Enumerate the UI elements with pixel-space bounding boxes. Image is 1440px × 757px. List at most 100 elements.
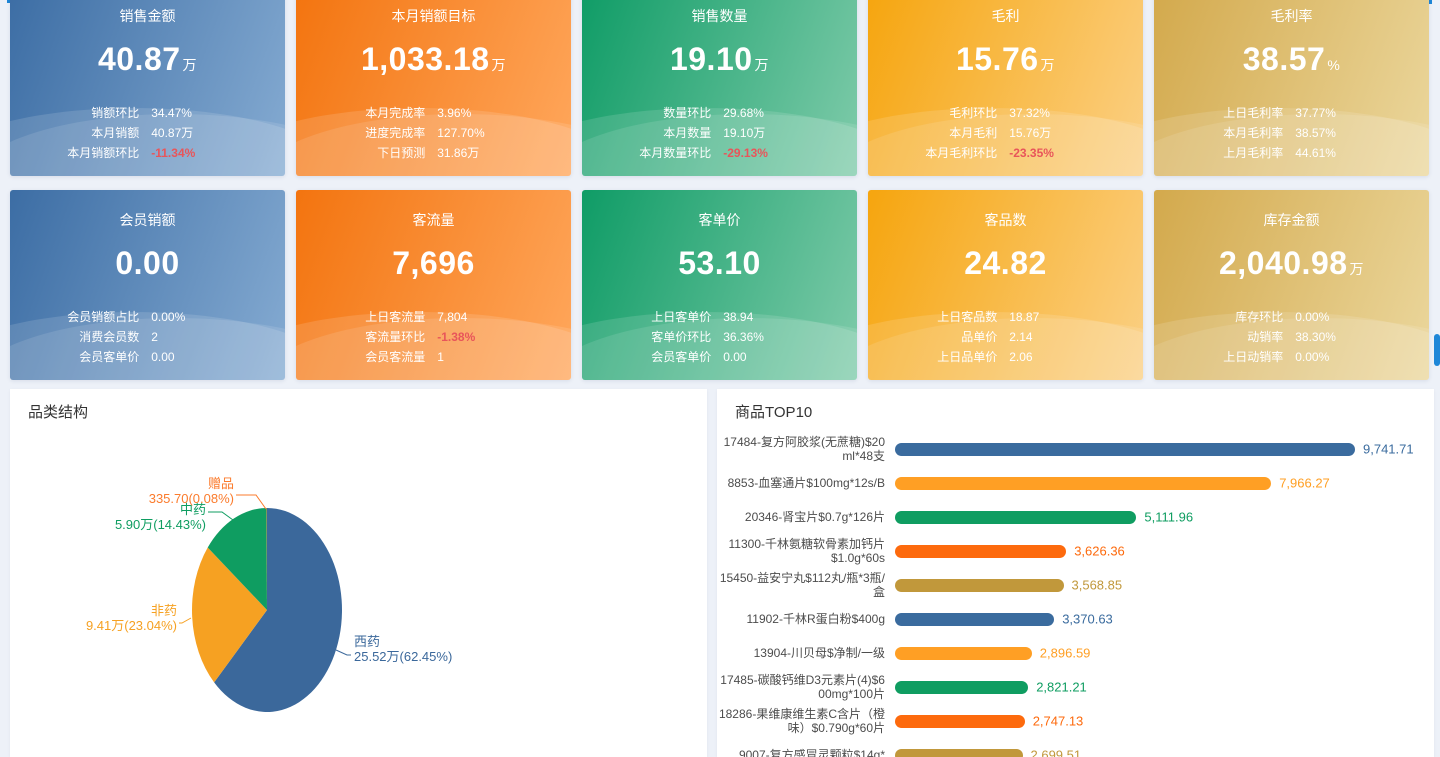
kpi-card-title: 客流量 [412,212,455,228]
kpi-detail-value: 31.86万 [437,146,480,160]
kpi-detail-label: 上日客流量 [365,310,426,324]
bar-4[interactable] [895,544,1067,558]
kpi-detail-value: 37.32% [1009,106,1050,120]
kpi-value-number: 1,033.18 [360,41,490,77]
kpi-card-details: 上日客品数 18.87 品单价 2.14 上日品单价 2.06 [868,307,1143,367]
kpi-detail-label: 上日动销率 [1223,350,1284,364]
kpi-card-value: 7,696 [296,245,571,282]
kpi-detail-row: 动销率 38.30% [1154,327,1429,347]
kpi-card[interactable]: 销售金额 40.87 万销额环比 34.47% 本月销额 40.87万 本月销额环比 -11.… [10,0,285,176]
kpi-detail-label: 会员客单价 [651,350,712,364]
kpi-detail-row: 品单价 2.14 [868,327,1143,347]
kpi-detail-row: 客流量环比 -1.38% [296,327,571,347]
kpi-value-number: 19.10 [669,41,753,77]
kpi-detail-value: 2 [151,330,158,344]
kpi-card[interactable]: 库存金额 2,040.98 万库存环比 0.00% 动销率 38.30% 上日动销率 0.00… [1154,190,1429,380]
kpi-card-title: 毛利率 [1270,8,1313,24]
top10-products-panel: 商品TOP10 17484-复方阿胶浆(无蔗糖)$20ml*48支 9,741.7… [717,389,1434,757]
kpi-detail-value: 44.61% [1295,146,1336,160]
kpi-detail-label: 本月数量 [663,126,712,140]
bar-5[interactable] [895,578,1064,592]
kpi-card[interactable]: 毛利 15.76 万毛利环比 37.32% 本月毛利 15.76万 本月毛利环比 -23.35… [868,0,1143,176]
kpi-detail-label: 本月销额 [91,126,140,140]
kpi-card[interactable]: 本月销额目标 1,033.18 万本月完成率 3.96% 进度完成率 127.70% 下日预… [296,0,571,176]
kpi-detail-row: 本月毛利环比 -23.35% [868,143,1143,163]
bar-row: 17485-碳酸钙维D3元素片(4)$600mg*100片 2,821.21 [717,670,1434,704]
kpi-detail-row: 本月数量 19.10万 [582,123,857,143]
kpi-card[interactable]: 毛利率 38.57% 上日毛利率 37.77% 本月毛利率 38.57% 上月毛利率 44.6… [1154,0,1429,176]
kpi-card-value: 1,033.18 万 [296,41,571,78]
pie-slice-3[interactable] [207,508,267,610]
kpi-detail-row: 本月数量环比 -29.13% [582,143,857,163]
kpi-detail-row: 本月毛利 15.76万 [868,123,1143,143]
bar-3[interactable] [895,510,1137,524]
bar-row: 15450-益安宁丸$112丸/瓶*3瓶/盒 3,568.85 [717,568,1434,602]
kpi-card-details: 库存环比 0.00% 动销率 38.30% 上日动销率 0.00% [1154,307,1429,367]
kpi-card-details: 会员销额占比 0.00% 消费会员数 2 会员客单价 0.00 [10,307,285,367]
kpi-card-title: 客品数 [984,212,1027,228]
kpi-value-unit: 万 [1349,261,1365,277]
kpi-card[interactable]: 销售数量 19.10 万数量环比 29.68% 本月数量 19.10万 本月数量环比 -29.… [582,0,857,176]
pie-label-line [236,494,267,510]
pie-label-line [208,511,234,521]
kpi-detail-row: 上日品单价 2.06 [868,347,1143,367]
bar-2[interactable] [895,476,1272,490]
kpi-card[interactable]: 会员销额 0.00 会员销额占比 0.00% 消费会员数 2 会员客单价 0.00 [10,190,285,380]
kpi-value-number: 2,040.98 [1218,245,1348,281]
kpi-detail-label: 本月毛利环比 [925,146,998,160]
kpi-card[interactable]: 客流量 7,696 上日客流量 7,804 客流量环比 -1.38% 会员客流量 1 [296,190,571,380]
kpi-detail-row: 消费会员数 2 [10,327,285,347]
kpi-card-value: 2,040.98 万 [1154,245,1429,282]
kpi-detail-value: 2.14 [1009,330,1033,344]
bar-value-label: 3,568.85 [1071,577,1123,593]
kpi-value-number: 40.87 [97,41,181,77]
kpi-detail-value: 38.57% [1295,126,1336,140]
kpi-detail-row: 本月完成率 3.96% [296,103,571,123]
kpi-card-value: 19.10 万 [582,41,857,78]
kpi-card[interactable]: 客品数 24.82 上日客品数 18.87 品单价 2.14 上日品单价 2.06 [868,190,1143,380]
kpi-detail-label: 会员销额占比 [67,310,140,324]
kpi-detail-row: 上日毛利率 37.77% [1154,103,1429,123]
bar-category-label: 18286-果维康维生素C含片（橙味）$0.790g*60片 [718,707,885,735]
kpi-detail-value: 38.94 [723,310,754,324]
kpi-detail-row: 进度完成率 127.70% [296,123,571,143]
bar-6[interactable] [895,612,1055,626]
bar-category-label: 11902-千林R蛋白粉$400g [746,612,885,626]
vertical-scrollbar-thumb[interactable] [1434,334,1440,366]
kpi-detail-value: 0.00% [151,310,186,324]
bar-value-label: 7,966.27 [1279,475,1330,491]
bar-9[interactable] [895,714,1025,728]
kpi-detail-label: 客流量环比 [365,330,426,344]
kpi-card-title: 销售金额 [119,8,176,24]
pie-slice-1[interactable] [214,508,342,712]
pie-label: 335.70(0.08%) [149,491,234,506]
kpi-card-title: 客单价 [698,212,741,228]
pie-label: 赠品 [208,476,234,491]
kpi-detail-label: 本月完成率 [365,106,426,120]
kpi-detail-row: 会员销额占比 0.00% [10,307,285,327]
kpi-detail-row: 本月销额 40.87万 [10,123,285,143]
kpi-detail-label: 本月毛利率 [1223,126,1284,140]
kpi-detail-label: 品单价 [961,330,998,344]
pie-label: 5.90万(14.43%) [115,517,206,532]
kpi-card-details: 上日毛利率 37.77% 本月毛利率 38.57% 上月毛利率 44.61% [1154,103,1429,163]
category-structure-panel: 品类结构 西药 25.52万(62.45%) 非药 9.41万(23.04%) 中药 5.… [10,389,707,757]
bar-10[interactable] [895,748,1023,757]
bar-7[interactable] [895,646,1032,660]
kpi-card-details: 销额环比 34.47% 本月销额 40.87万 本月销额环比 -11.34% [10,103,285,163]
bar-value-label: 3,626.36 [1074,543,1125,559]
pie-label-line [179,617,192,624]
kpi-detail-label: 本月销额环比 [67,146,140,160]
pie-slice-2[interactable] [192,547,267,683]
kpi-detail-value: 0.00 [723,350,747,364]
kpi-detail-value: 1 [437,350,444,364]
pie-label: 中药 [180,502,206,517]
bar-1[interactable] [895,442,1355,456]
bar-row: 11300-千林氨糖软骨素加钙片$1.0g*60s 3,626.36 [717,534,1434,568]
kpi-detail-row: 销额环比 34.47% [10,103,285,123]
kpi-detail-label: 本月数量环比 [639,146,712,160]
bar-8[interactable] [895,680,1029,694]
bar-category-label: 11300-千林氨糖软骨素加钙片$1.0g*60s [728,537,885,565]
kpi-card[interactable]: 客单价 53.10 上日客单价 38.94 客单价环比 36.36% 会员客单价 0.00 [582,190,857,380]
